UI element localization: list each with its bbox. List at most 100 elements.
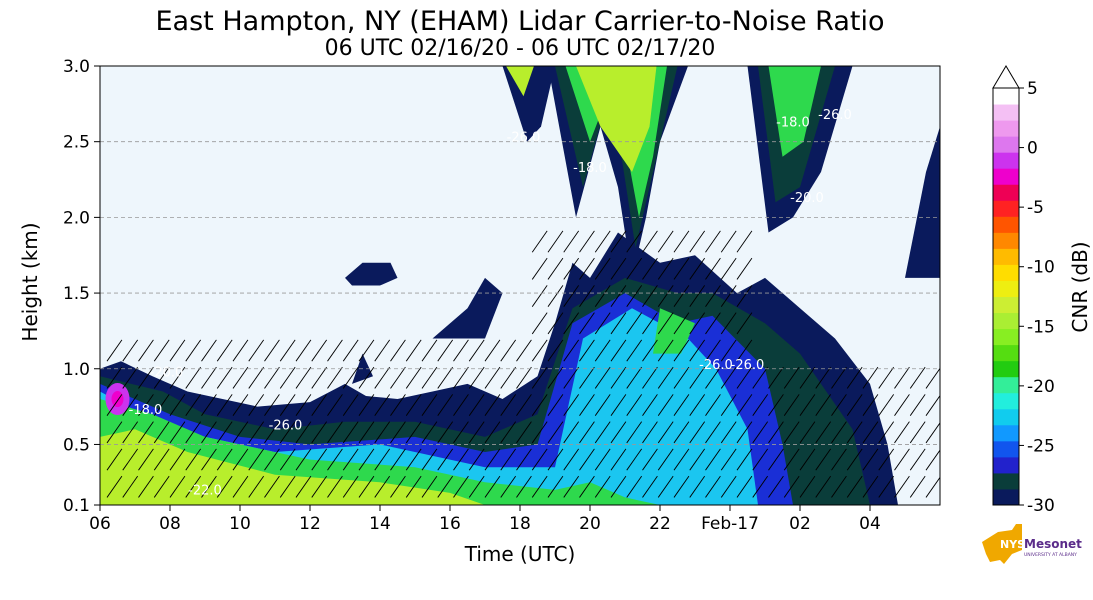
cnr-field <box>100 66 940 505</box>
wind-barb-308 <box>768 448 784 471</box>
wind-barb-147 <box>484 394 501 416</box>
wind-barb-115 <box>405 448 422 471</box>
wind-barb-78 <box>311 475 328 498</box>
wind-barb-337 <box>862 475 879 498</box>
wind-barb-344 <box>878 421 895 444</box>
wind-barb-116 <box>405 421 422 444</box>
wind-barb-312 <box>783 475 800 498</box>
wind-barb-62 <box>264 421 280 444</box>
wind-barb-343 <box>878 448 895 471</box>
wind-barb-263 <box>689 448 706 471</box>
wind-barb-201 <box>579 230 595 253</box>
y-tick-label-4: 2.0 <box>63 208 90 228</box>
colorbar-extend-arrow <box>992 65 1020 89</box>
wind-barb-8 <box>122 421 139 444</box>
wind-barb-35 <box>185 339 202 362</box>
wind-barb-166 <box>531 366 548 389</box>
wind-barb-260 <box>673 257 690 280</box>
wind-barb-286 <box>720 366 737 389</box>
wind-barb-169 <box>531 285 548 307</box>
wind-barb-320 <box>799 394 816 416</box>
wind-barb-119 <box>405 339 422 362</box>
wind-barb-227 <box>626 339 643 362</box>
wind-barb-124 <box>421 366 438 389</box>
wind-barb-29 <box>169 339 186 362</box>
wind-barb-289 <box>720 285 737 307</box>
wind-barb-244 <box>657 421 674 444</box>
wind-barb-323 <box>815 448 832 471</box>
wind-barb-67 <box>279 448 296 471</box>
colorbar-swatch-17 <box>993 216 1019 233</box>
wind-barb-73 <box>295 448 312 471</box>
wind-barb-354 <box>909 421 926 444</box>
wind-barb-137 <box>453 339 469 362</box>
wind-barb-46 <box>216 366 233 389</box>
wind-barb-21 <box>153 394 170 416</box>
wind-barb-4 <box>106 366 123 389</box>
wind-barb-313 <box>783 448 800 471</box>
x-axis: 06 08 10 12 14 16 18 20 22 Feb-17 02 04 <box>89 505 881 534</box>
wind-barb-290 <box>720 257 737 280</box>
wind-barb-172 <box>547 475 564 498</box>
wind-barb-194 <box>579 421 595 444</box>
wind-barb-257 <box>673 339 690 362</box>
wind-barb-206 <box>594 366 611 389</box>
wind-barb-49 <box>232 448 249 471</box>
cnr-region-14 <box>576 66 657 172</box>
wind-barb-208 <box>594 312 611 335</box>
wind-barb-151 <box>500 448 517 471</box>
colorbar-swatch-22 <box>993 136 1019 153</box>
wind-barb-69 <box>279 394 296 416</box>
wind-barb-253 <box>673 448 690 471</box>
wind-barb-273 <box>705 448 721 471</box>
wind-barb-109 <box>390 448 406 471</box>
wind-barb-176 <box>547 366 564 389</box>
wind-barb-250 <box>657 257 674 280</box>
wind-barb-154 <box>500 366 517 389</box>
wind-barb-238 <box>642 312 658 335</box>
wind-barb-183 <box>563 448 580 471</box>
wind-barb-248 <box>657 312 674 335</box>
wind-barb-131 <box>437 339 454 362</box>
wind-barb-10 <box>122 366 139 389</box>
wind-barb-141 <box>468 394 485 416</box>
wind-barb-163 <box>531 448 548 471</box>
wind-barb-178 <box>547 312 564 335</box>
wind-barb-126 <box>437 475 454 498</box>
wind-barb-310 <box>768 394 784 416</box>
wind-barb-197 <box>579 339 595 362</box>
colorbar-swatch-21 <box>993 152 1019 169</box>
wind-barb-152 <box>500 421 517 444</box>
wind-barb-226 <box>626 366 643 389</box>
wind-barb-351 <box>894 366 910 389</box>
wind-barb-303 <box>752 448 769 471</box>
wind-barb-175 <box>547 394 564 416</box>
wind-barb-267 <box>689 339 706 362</box>
contour-label-5: -26.0 <box>818 108 852 123</box>
wind-barb-85 <box>327 448 343 471</box>
wind-barb-82 <box>311 366 328 389</box>
wind-barb-138 <box>468 475 485 498</box>
wind-barb-47 <box>216 339 233 362</box>
wind-barb-68 <box>279 421 296 444</box>
wind-barb-270 <box>689 257 706 280</box>
wind-barb-140 <box>468 421 485 444</box>
wind-barb-59 <box>248 339 265 362</box>
wind-barb-190 <box>563 257 580 280</box>
wind-barb-274 <box>705 421 721 444</box>
wind-barb-306 <box>752 366 769 389</box>
wind-barb-311 <box>768 366 784 389</box>
wind-barb-125 <box>421 339 438 362</box>
colorbar-swatch-18 <box>993 200 1019 217</box>
wind-barb-57 <box>248 394 265 416</box>
wind-barb-72 <box>295 475 312 498</box>
wind-barb-31 <box>185 448 202 471</box>
wind-barb-105 <box>374 394 391 416</box>
wind-barb-99 <box>358 394 375 416</box>
wind-barb-92 <box>342 421 359 444</box>
wind-barb-77 <box>295 339 312 362</box>
wind-barb-204 <box>594 421 611 444</box>
wind-barb-26 <box>169 421 186 444</box>
wind-barb-6 <box>122 475 139 498</box>
wind-barb-225 <box>626 394 643 416</box>
